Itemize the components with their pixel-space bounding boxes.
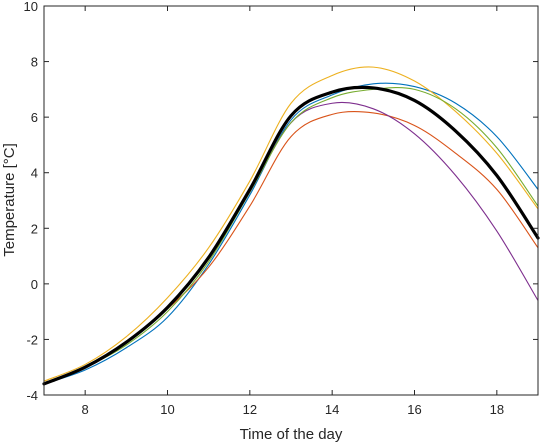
x-tick-label-16: 16 (407, 402, 421, 417)
series-layer (42, 66, 540, 386)
axes-layer: 8 10 12 14 16 18 -4 -2 0 2 4 6 8 10 (24, 0, 539, 417)
axes-frame (43, 5, 539, 396)
x-tick-label-14: 14 (325, 402, 339, 417)
y-tick-label-8: 8 (31, 55, 38, 70)
x-tick-label-12: 12 (243, 402, 257, 417)
series-line-5 (43, 87, 539, 385)
x-tick-label-8: 8 (82, 402, 89, 417)
y-tick-label-6: 6 (31, 110, 38, 125)
plot-area (44, 6, 538, 395)
x-tick-label-10: 10 (160, 402, 174, 417)
y-axis-label: Temperature [°C] (1, 143, 18, 257)
x-tick-label-18: 18 (490, 402, 504, 417)
x-axis-label: Time of the day (240, 426, 343, 443)
y-tick-label-4: 4 (31, 166, 38, 181)
series-line-6 (42, 85, 540, 386)
y-tick-label--4: -4 (26, 388, 38, 403)
y-tick-label-10: 10 (24, 0, 38, 14)
series-line-3 (43, 66, 539, 382)
y-tick-label-2: 2 (31, 221, 38, 236)
y-tick-label--2: -2 (26, 332, 38, 347)
series-line-1 (43, 82, 539, 385)
y-tick-label-0: 0 (31, 277, 38, 292)
